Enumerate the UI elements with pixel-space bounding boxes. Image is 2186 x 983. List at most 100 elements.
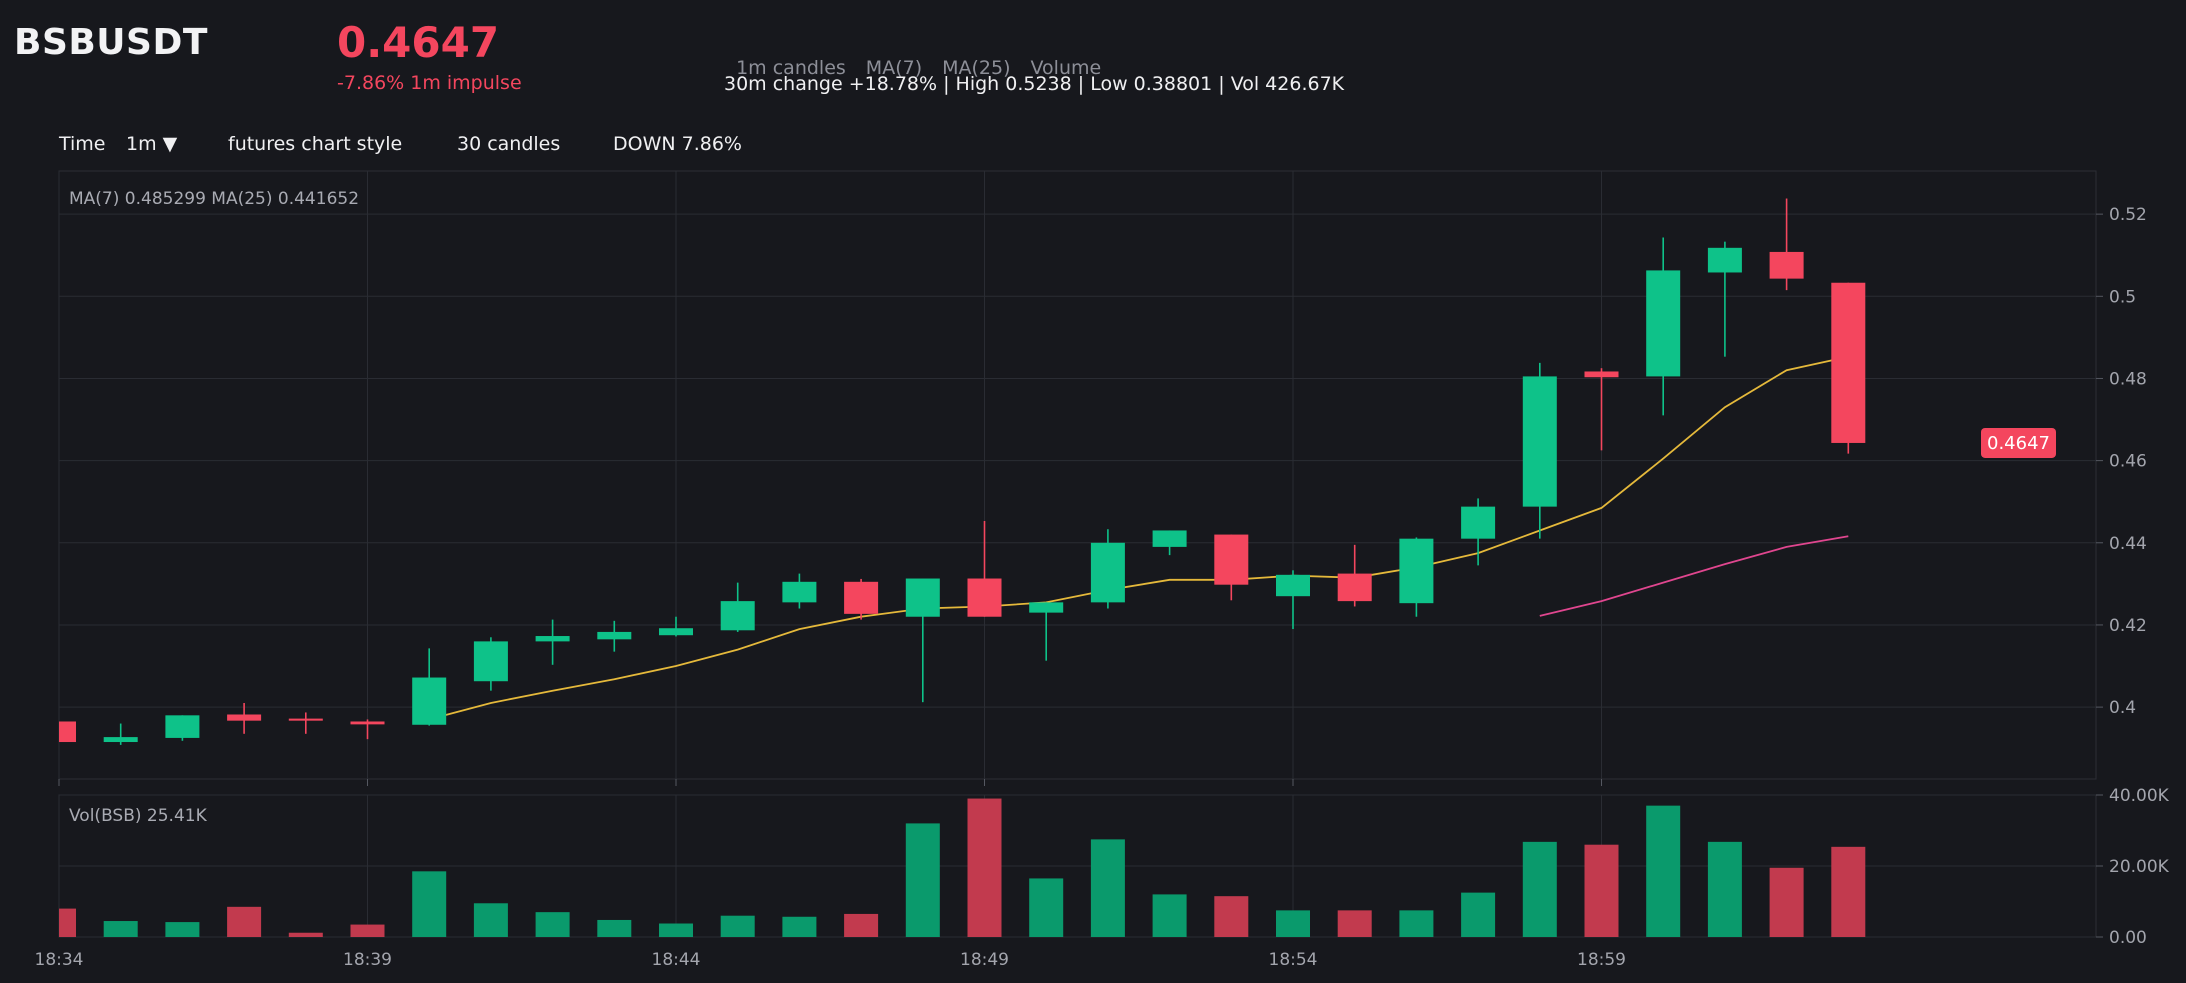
- volume-bar: [103, 921, 138, 937]
- candle-body: [227, 714, 262, 721]
- candle-count-button[interactable]: 30 candles: [457, 133, 561, 155]
- direction-badge: DOWN 7.86%: [613, 133, 742, 155]
- price-change: -7.86% 1m impulse: [337, 72, 522, 94]
- ma7-line: [428, 355, 1849, 721]
- candle-body: [1769, 251, 1804, 279]
- volume-bar: [1461, 892, 1496, 937]
- candle-body: [967, 578, 1002, 617]
- price-tick-label: 0.4: [2109, 698, 2136, 718]
- candle-body: [1029, 602, 1064, 613]
- candle-body: [1214, 534, 1249, 585]
- candle-body: [1522, 376, 1557, 507]
- candle-body: [597, 631, 632, 640]
- candle-body: [165, 715, 200, 738]
- current-price: 0.4647: [337, 18, 500, 67]
- time-tick-label: 18:34: [35, 950, 84, 970]
- candle-body: [103, 737, 138, 743]
- volume-bar: [165, 922, 200, 937]
- volume-bar: [1152, 894, 1187, 937]
- volume-bar: [350, 924, 385, 937]
- volume-bar: [1214, 896, 1249, 937]
- volume-bar: [288, 932, 323, 937]
- interval-dropdown[interactable]: 1m ▼: [126, 133, 178, 155]
- volume-panel-info: Vol(BSB) 25.41K: [69, 806, 208, 826]
- time-tick-label: 18:59: [1577, 950, 1626, 970]
- chart-toolbar: Time 1m ▼ futures chart style 30 candles…: [59, 133, 742, 265]
- price-tick-label: 0.44: [2109, 534, 2147, 554]
- volume-bar: [1646, 805, 1681, 937]
- candle-body: [288, 718, 323, 721]
- volume-bar: [473, 903, 508, 937]
- volume-bar: [227, 906, 262, 937]
- volume-bar: [1276, 910, 1310, 937]
- candle-body: [720, 601, 755, 631]
- volume-bar: [905, 823, 940, 937]
- candles: [59, 198, 1866, 745]
- volume-tick-label: 0.00: [2109, 928, 2147, 948]
- grid: [58, 170, 2097, 938]
- candle-body: [659, 628, 693, 636]
- volume-bar: [1399, 910, 1434, 937]
- volume-tick-label: 40.00K: [2109, 786, 2170, 806]
- volume-bar: [1707, 841, 1742, 937]
- candle-body: [535, 636, 570, 642]
- volume-bar: [1769, 867, 1804, 937]
- legend-volume: Volume: [1030, 57, 1102, 79]
- price-tick-label: 0.46: [2109, 452, 2147, 472]
- candle-body: [1707, 247, 1742, 273]
- candle-body: [1461, 506, 1496, 539]
- price-tick-label: 0.5: [2109, 287, 2136, 307]
- price-panel-info: MA(7) 0.485299 MA(25) 0.441652: [69, 189, 359, 209]
- ma25-line: [1539, 535, 1849, 617]
- price-tick-label: 0.42: [2109, 616, 2147, 636]
- candle-body: [905, 578, 940, 617]
- time-label: Time: [59, 133, 106, 155]
- volume-bar: [59, 908, 76, 937]
- candle-body: [350, 721, 385, 725]
- volume-bars: [59, 798, 1866, 937]
- candle-body: [1090, 542, 1125, 603]
- volume-bar: [1090, 839, 1125, 937]
- time-tick-label: 18:44: [652, 950, 701, 970]
- volume-bar: [844, 913, 879, 937]
- time-tick-label: 18:54: [1269, 950, 1318, 970]
- time-tick-label: 18:39: [343, 950, 392, 970]
- legend-ma25: MA(25): [942, 57, 1011, 79]
- volume-bar: [535, 912, 570, 937]
- price-tick-label: 0.48: [2109, 369, 2147, 389]
- candle-body: [1276, 574, 1310, 597]
- candle-body: [1831, 282, 1866, 443]
- volume-bar: [659, 923, 693, 937]
- candle-body: [844, 581, 879, 614]
- legend-ma7: MA(7): [865, 57, 923, 79]
- last-price-badge: [1981, 427, 2056, 458]
- volume-bar: [1584, 844, 1619, 937]
- volume-bar: [782, 916, 817, 937]
- candle-body: [1646, 270, 1681, 377]
- moving-averages: [428, 355, 1849, 721]
- volume-bar: [412, 871, 447, 937]
- price-tick-label: 0.52: [2109, 205, 2147, 225]
- candle-body: [1399, 538, 1434, 604]
- legend-candles: 1m candles: [736, 57, 846, 79]
- candle-body: [1337, 573, 1372, 602]
- volume-bar: [967, 798, 1002, 937]
- candle-body: [1152, 530, 1187, 547]
- chart-legend: 1m candles MA(7) MA(25) Volume: [724, 35, 1121, 79]
- candle-body: [412, 677, 447, 725]
- chart-style-button[interactable]: futures chart style: [228, 133, 403, 155]
- candle-body: [59, 721, 76, 743]
- volume-bar: [597, 919, 632, 937]
- symbol-title: BSBUSDT: [14, 22, 208, 63]
- last-price-label: 0.4647: [1987, 433, 2050, 454]
- time-tick-label: 18:49: [960, 950, 1009, 970]
- volume-bar: [1522, 841, 1557, 937]
- candle-body: [473, 641, 508, 682]
- volume-bar: [1831, 846, 1866, 937]
- volume-bar: [1029, 878, 1064, 937]
- summary-stats: 30m change +18.78% | High 0.5238 | Low 0…: [724, 73, 1345, 95]
- candle-body: [1584, 371, 1619, 378]
- volume-bar: [720, 915, 755, 937]
- candle-body: [782, 581, 817, 603]
